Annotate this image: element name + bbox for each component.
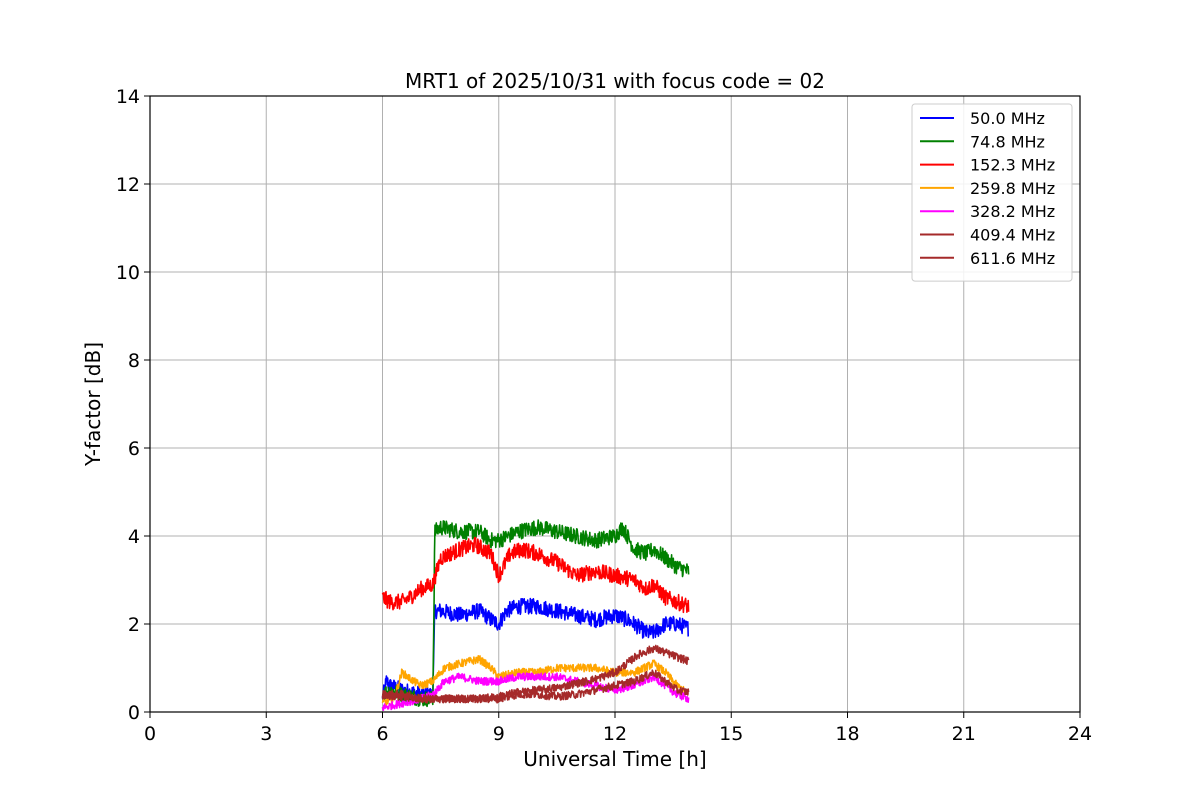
series-line — [381, 655, 689, 706]
x-tick-label: 12 — [603, 723, 627, 745]
x-axis: 0 3 6 9 12 15 18 21 24 — [144, 712, 1092, 745]
y-tick-label: 12 — [116, 174, 140, 196]
x-tick-label: 9 — [493, 723, 505, 745]
legend: 50.0 MHz 74.8 MHz 152.3 MHz 259.8 MHz 32… — [911, 103, 1073, 282]
y-tick-label: 2 — [128, 614, 140, 636]
y-tick-label: 0 — [128, 702, 140, 724]
x-tick-label: 21 — [952, 723, 976, 745]
y-axis: 0 2 4 6 8 10 12 14 — [116, 86, 150, 724]
y-tick-label: 14 — [116, 86, 140, 108]
legend-label: 259.8 MHz — [970, 179, 1055, 198]
y-axis-title: Y-factor [dB] — [81, 342, 105, 467]
chart-title: MRT1 of 2025/10/31 with focus code = 02 — [405, 69, 825, 93]
y-tick-label: 10 — [116, 262, 140, 284]
x-axis-title: Universal Time [h] — [523, 747, 706, 771]
series-line — [381, 536, 690, 614]
legend-label: 152.3 MHz — [970, 156, 1055, 175]
x-tick-label: 24 — [1068, 723, 1092, 745]
legend-label: 611.6 MHz — [970, 249, 1055, 268]
series-line — [381, 644, 690, 704]
series-layer — [381, 519, 690, 711]
x-tick-label: 3 — [260, 723, 272, 745]
x-tick-label: 0 — [144, 723, 156, 745]
y-tick-label: 6 — [128, 438, 140, 460]
x-tick-label: 15 — [719, 723, 743, 745]
legend-label: 50.0 MHz — [970, 109, 1045, 128]
y-tick-label: 4 — [128, 526, 140, 548]
y-tick-label: 8 — [128, 350, 140, 372]
legend-box — [911, 103, 1073, 282]
x-tick-label: 6 — [376, 723, 388, 745]
legend-label: 409.4 MHz — [970, 226, 1055, 245]
x-tick-label: 18 — [835, 723, 859, 745]
legend-label: 328.2 MHz — [970, 202, 1055, 221]
legend-label: 74.8 MHz — [970, 132, 1045, 151]
series-line — [381, 519, 690, 708]
series-line — [381, 672, 690, 711]
